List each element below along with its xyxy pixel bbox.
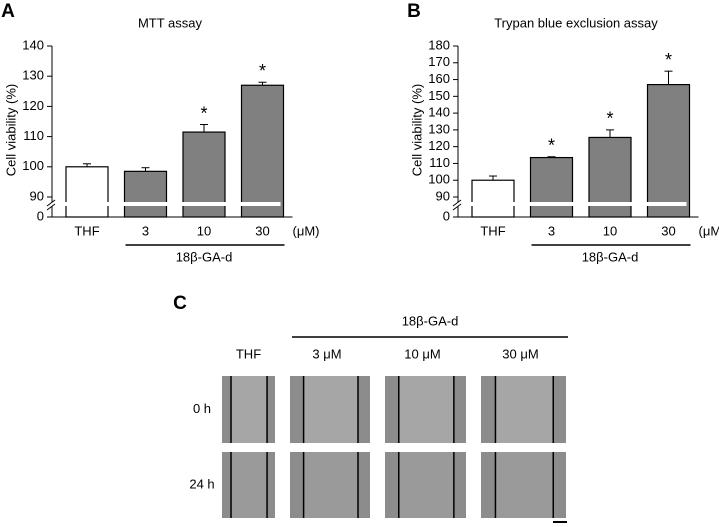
x-tick-label: 30 xyxy=(255,223,269,238)
y-tick-label: 140 xyxy=(428,105,450,120)
y-tick-label: 180 xyxy=(428,37,450,52)
x-tick-label: THF xyxy=(480,223,505,238)
y-axis-label: Cell viability (%) xyxy=(3,84,18,176)
y-tick-label: 130 xyxy=(22,68,44,83)
panel-label: B xyxy=(407,1,421,22)
bar xyxy=(529,156,574,218)
column-label: THF xyxy=(236,346,261,361)
wound-area xyxy=(495,376,554,443)
x-tick-label: 30 xyxy=(661,223,675,238)
y-tick-label: 0 xyxy=(443,208,450,223)
significance: * xyxy=(259,61,266,81)
group-label: 18β-GA-d xyxy=(402,313,459,328)
bar xyxy=(240,84,285,218)
y-tick-label: 140 xyxy=(22,37,44,52)
y-tick-label: 170 xyxy=(428,54,450,69)
wound-area xyxy=(231,452,268,518)
x-tick-label: 3 xyxy=(142,223,149,238)
chart-title: MTT assay xyxy=(138,15,203,30)
y-tick-label: 100 xyxy=(428,172,450,187)
unit-label: (μM) xyxy=(293,223,320,238)
wound-area xyxy=(398,452,454,518)
y-tick-label: 0 xyxy=(37,208,44,223)
panel-label: A xyxy=(1,1,15,22)
y-axis-label: Cell viability (%) xyxy=(409,84,424,176)
y-tick-label: 90 xyxy=(30,188,44,203)
axis-break xyxy=(46,202,281,206)
x-tick-label: 10 xyxy=(603,223,617,238)
axis-break-mark xyxy=(452,203,462,211)
axis-break-mark xyxy=(452,199,462,207)
wound-area xyxy=(303,376,358,443)
y-tick-label: 110 xyxy=(23,128,44,143)
x-tick-label: 3 xyxy=(548,223,555,238)
column-label: 30 μM xyxy=(502,346,538,361)
y-tick-label: 120 xyxy=(428,138,450,153)
x-tick-label: 10 xyxy=(197,223,211,238)
bar xyxy=(471,179,515,218)
y-tick-label: 160 xyxy=(428,71,450,86)
axis-break-mark xyxy=(46,203,56,211)
bar xyxy=(123,170,168,218)
row-label: 24 h xyxy=(189,476,214,491)
y-tick-label: 130 xyxy=(428,121,450,136)
wound-area xyxy=(303,452,358,518)
y-tick-label: 110 xyxy=(429,155,450,170)
wound-area xyxy=(495,452,554,518)
bar xyxy=(646,83,691,218)
significance: * xyxy=(606,109,613,129)
panel-label: C xyxy=(173,293,187,314)
y-tick-label: 120 xyxy=(22,98,44,113)
row-label: 0 h xyxy=(193,401,211,416)
wound-area xyxy=(398,376,454,443)
y-tick-label: 100 xyxy=(22,158,44,173)
bar xyxy=(65,166,109,218)
wound-area xyxy=(231,376,268,443)
y-tick-label: 90 xyxy=(436,188,450,203)
column-label: 10 μM xyxy=(404,346,440,361)
significance: * xyxy=(665,50,672,70)
group-label: 18β-GA-d xyxy=(582,249,639,264)
y-tick-label: 150 xyxy=(428,88,450,103)
column-label: 3 μM xyxy=(312,346,341,361)
unit-label: (μM) xyxy=(699,223,719,238)
significance: * xyxy=(200,103,207,123)
chart-title: Trypan blue exclusion assay xyxy=(494,15,658,30)
axis-break xyxy=(452,202,687,206)
significance: * xyxy=(548,135,555,155)
x-tick-label: THF xyxy=(74,223,99,238)
group-label: 18β-GA-d xyxy=(176,249,233,264)
axis-break-mark xyxy=(46,199,56,207)
